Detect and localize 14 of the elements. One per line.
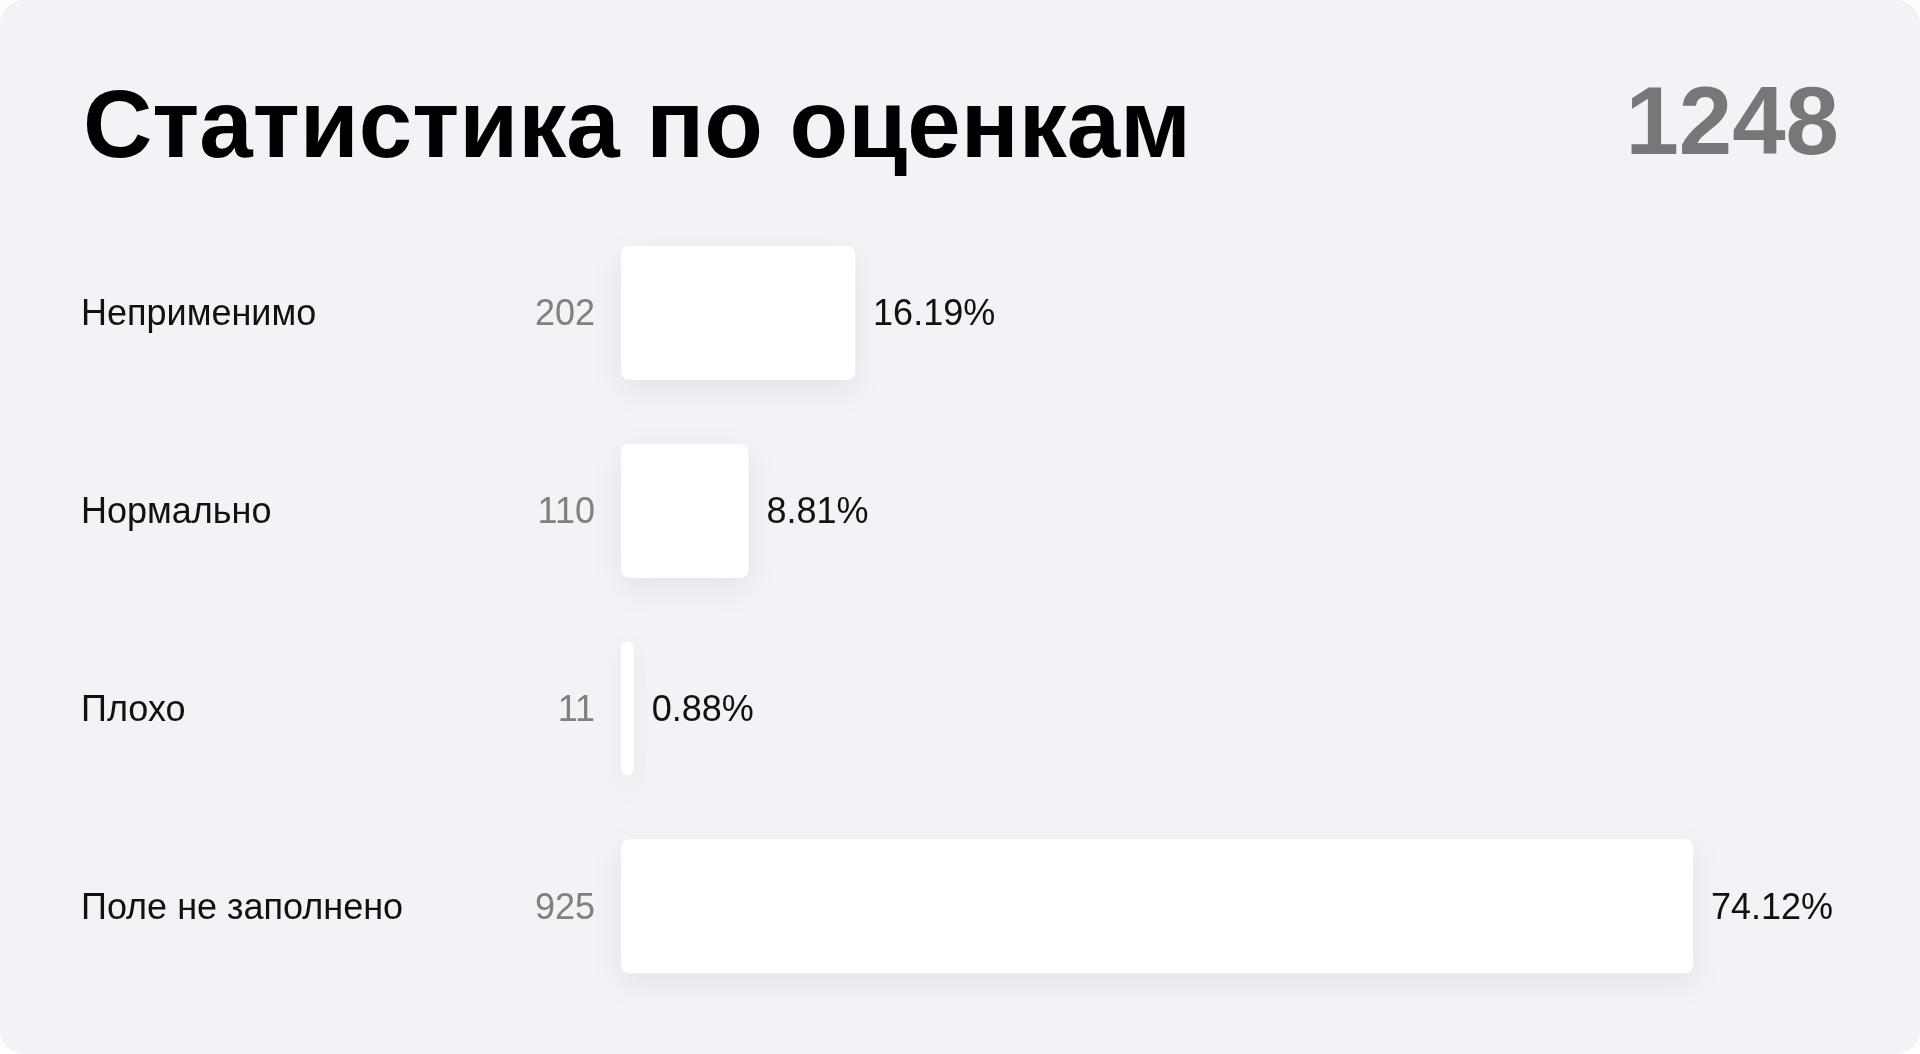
y-tick-label: Неприменимо <box>81 292 317 334</box>
annotation: 8.81% <box>766 490 869 532</box>
data-label: 202 <box>534 292 595 334</box>
y-tick-label: Нормально <box>81 490 272 532</box>
chart-title: Статистика по оценкам <box>83 69 1192 177</box>
annotation: 74.12% <box>1711 885 1834 927</box>
y-tick-label: Плохо <box>81 687 186 729</box>
text: 1248 <box>1625 66 1839 174</box>
y-tick-label: Поле не заполнено <box>81 885 404 927</box>
data-label: 110 <box>537 490 595 532</box>
annotation: 16.19% <box>873 292 996 334</box>
data-label: 11 <box>557 687 595 729</box>
annotation: 0.88% <box>651 687 754 729</box>
data-label: 925 <box>534 885 595 927</box>
